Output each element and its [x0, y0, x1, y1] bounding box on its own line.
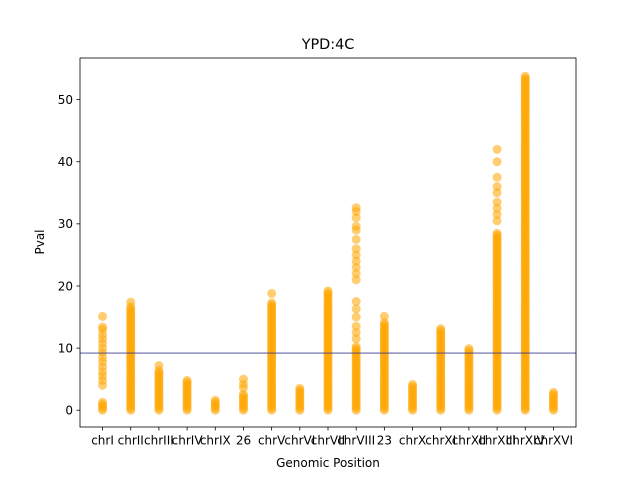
y-axis: 0 10 20 30 40 50 — [58, 93, 80, 418]
data-point — [98, 311, 108, 321]
x-tick-label: chrXIV — [506, 434, 546, 448]
data-point — [238, 389, 248, 399]
chromosome-points-12 — [408, 379, 418, 415]
chromosome-points-11 — [379, 311, 389, 415]
x-tick-label: chrIII — [144, 434, 174, 448]
data-point — [492, 197, 502, 207]
data-point — [238, 374, 248, 384]
x-tick-label: 23 — [377, 434, 392, 448]
data-point — [126, 297, 136, 307]
data-point — [492, 216, 502, 226]
x-tick-label: chrIX — [200, 434, 231, 448]
y-tick-label: 30 — [58, 217, 73, 231]
chromosome-points-16 — [520, 71, 530, 415]
chromosome-points-2 — [126, 297, 136, 415]
data-point — [351, 256, 361, 266]
chromosome-points-1 — [98, 311, 108, 415]
data-point — [351, 297, 361, 307]
data-point — [492, 182, 502, 192]
x-tick-label: chrXVI — [534, 434, 573, 448]
y-tick-label: 40 — [58, 155, 73, 169]
chromosome-points-10 — [351, 203, 361, 415]
chromosome-points-13 — [436, 324, 446, 415]
data-point — [154, 361, 164, 370]
x-tick-label: chrV — [258, 434, 286, 448]
chromosome-points-5 — [210, 395, 220, 415]
data-point — [351, 250, 361, 260]
data-point — [267, 288, 277, 298]
chart-title: YPD:4C — [301, 37, 355, 53]
x-tick-label: chrVI — [284, 434, 315, 448]
chromosome-points-6 — [238, 374, 248, 415]
data-point — [492, 172, 502, 182]
y-tick-label: 0 — [65, 404, 73, 418]
chromosome-points-3 — [154, 361, 164, 415]
y-tick-label: 20 — [58, 279, 73, 293]
data-point — [351, 334, 361, 344]
data-point — [351, 244, 361, 254]
data-point — [492, 188, 502, 198]
data-point — [492, 210, 502, 220]
data-point — [492, 203, 502, 213]
x-tick-label: chrXI — [425, 434, 456, 448]
data-point — [436, 324, 446, 334]
data-point — [492, 157, 502, 167]
data-point — [520, 71, 530, 81]
data-point — [323, 286, 333, 296]
chromosome-points-8 — [295, 383, 305, 415]
x-tick-label: chrXII — [452, 434, 486, 448]
data-point — [408, 379, 418, 389]
data-point — [98, 322, 108, 332]
data-point — [548, 387, 558, 397]
chromosome-points-14 — [464, 344, 474, 415]
chromosome-points-15 — [492, 144, 502, 415]
y-tick-label: 10 — [58, 341, 73, 355]
data-point — [210, 395, 220, 405]
data-point — [351, 328, 361, 338]
data-point — [351, 342, 361, 352]
x-tick-label: chrXIII — [478, 434, 516, 448]
data-point — [98, 397, 108, 407]
y-tick-label: 50 — [58, 93, 73, 107]
data-point — [182, 375, 192, 385]
x-tick-label: chrVII — [311, 434, 345, 448]
x-tick-label: chrII — [118, 434, 144, 448]
data-point — [295, 383, 305, 393]
data-point — [379, 311, 389, 321]
x-tick-label: chrVIII — [337, 434, 375, 448]
chromosome-points-9 — [323, 286, 333, 415]
x-tick-label: chrIV — [172, 434, 204, 448]
chromosome-points-4 — [182, 375, 192, 415]
data-point — [351, 221, 361, 231]
data-point — [351, 304, 361, 314]
data-point — [464, 344, 474, 354]
data-point — [351, 213, 361, 223]
x-tick-label: 26 — [236, 434, 251, 448]
data-point — [351, 275, 361, 285]
data-point — [267, 298, 277, 308]
chromosome-points-7 — [267, 288, 277, 415]
data-point — [351, 234, 361, 244]
data-point — [351, 321, 361, 331]
data-point — [492, 144, 502, 154]
y-axis-label: Pval — [33, 229, 47, 254]
data-points — [98, 71, 558, 415]
x-tick-label: chrI — [91, 434, 114, 448]
x-tick-label: chrX — [399, 434, 426, 448]
chromosome-points-17 — [548, 387, 558, 415]
data-point — [351, 312, 361, 322]
data-point — [351, 262, 361, 272]
data-point — [492, 228, 502, 238]
x-axis-label: Genomic Position — [276, 456, 380, 470]
data-point — [379, 318, 389, 328]
data-point — [351, 203, 361, 213]
data-point — [351, 269, 361, 279]
